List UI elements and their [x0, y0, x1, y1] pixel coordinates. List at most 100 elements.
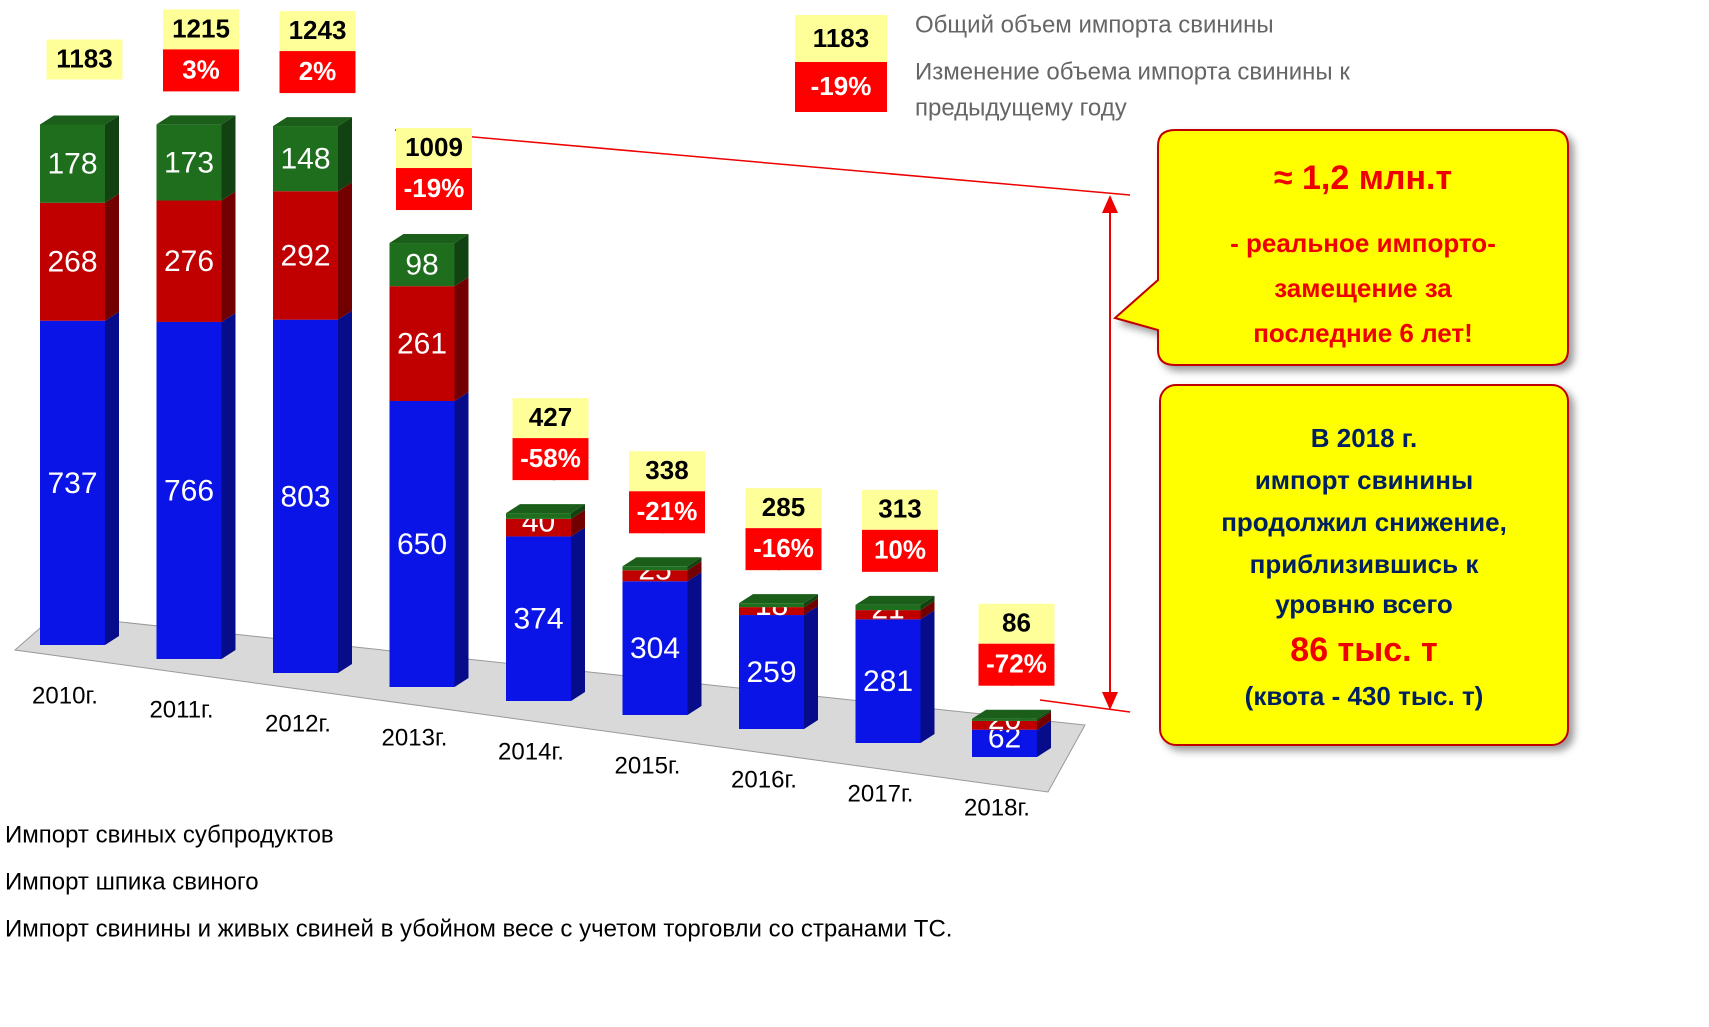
- bar-side: [221, 312, 236, 659]
- bar-top: [855, 595, 935, 605]
- bar-side: [687, 561, 702, 582]
- change-box: [512, 438, 589, 481]
- segment-label: 268: [47, 246, 97, 279]
- bar-top: [273, 117, 352, 127]
- segment-label: 766: [164, 474, 214, 507]
- segment-label: 276: [164, 245, 214, 278]
- bar-top: [739, 594, 818, 604]
- segment-label: 281: [863, 665, 913, 698]
- total-box: [978, 603, 1055, 644]
- bar-side: [571, 509, 585, 537]
- total-label: 285: [762, 492, 805, 522]
- bar-side: [221, 115, 236, 201]
- change-label: 3%: [182, 54, 220, 84]
- segment-label: 650: [397, 528, 447, 561]
- bar-top: [40, 115, 119, 125]
- bar-segment: [40, 202, 105, 321]
- change-label: -16%: [753, 533, 814, 563]
- bar-segment: [389, 401, 455, 687]
- callout-line: импорт свинины: [1255, 465, 1473, 495]
- change-box: [629, 491, 705, 534]
- bar-segment: [273, 126, 338, 192]
- callout-box: [1159, 384, 1569, 746]
- bar-side: [454, 277, 469, 401]
- change-box: [862, 529, 938, 572]
- x-tick-label: 2018г.: [964, 794, 1030, 821]
- change-label: -19%: [404, 173, 465, 203]
- bar-side: [571, 527, 585, 701]
- bar-top: [972, 709, 1051, 719]
- callout-line: уровню всего: [1275, 589, 1453, 619]
- bar-segment: [40, 320, 105, 645]
- total-label: 427: [529, 402, 572, 432]
- bar-side: [920, 610, 935, 743]
- bar-side: [804, 606, 818, 729]
- total-label: 1009: [405, 132, 463, 162]
- callout-line: - реальное импорто-: [1230, 228, 1496, 258]
- total-box: [745, 488, 822, 529]
- legend-text: Общий объем импорта свинины: [915, 11, 1274, 38]
- bar-side: [804, 594, 818, 608]
- segment-label: 737: [47, 467, 97, 500]
- legend-total-box: [795, 15, 887, 62]
- bar-side: [338, 182, 352, 320]
- segment-label: 292: [280, 239, 330, 272]
- x-tick-label: 2014г.: [498, 738, 564, 765]
- bar-side: [1037, 720, 1051, 757]
- callout-line: В 2018 г.: [1311, 423, 1418, 453]
- change-box: [745, 528, 822, 571]
- legend-total: 1183: [813, 23, 869, 53]
- legend-entry: Импорт свиных субпродуктов: [5, 821, 334, 848]
- change-label: 2%: [299, 56, 337, 86]
- bar-side: [804, 598, 818, 616]
- bar-top: [156, 115, 236, 125]
- x-tick-label: 2017г.: [848, 780, 914, 807]
- change-label: -58%: [520, 443, 581, 473]
- bar-segment: [40, 124, 105, 203]
- segment-label: 178: [47, 148, 97, 181]
- change-label: 10%: [874, 535, 926, 565]
- guide-line: [1039, 699, 1131, 713]
- callout-box: [1112, 129, 1569, 366]
- total-label: 86: [1002, 608, 1031, 638]
- total-label: 338: [645, 455, 688, 485]
- arrow-head: [1102, 692, 1118, 710]
- x-tick-label: 2015г.: [615, 752, 681, 779]
- bar-side: [687, 572, 702, 715]
- bar-segment: [506, 518, 571, 537]
- bar-side: [105, 115, 119, 203]
- legend-entry: Импорт шпика свиного: [5, 868, 259, 895]
- bar-segment: [506, 513, 571, 519]
- bar-segment: [855, 610, 921, 620]
- callout-line: продолжил снижение,: [1221, 507, 1507, 537]
- x-tick-label: 2010г.: [32, 682, 98, 709]
- x-tick-label: 2016г.: [731, 766, 797, 793]
- bar-segment: [156, 200, 222, 322]
- segment-label: 173: [164, 146, 214, 179]
- change-box: [396, 168, 472, 211]
- bar-side: [571, 504, 585, 519]
- total-box: [46, 39, 123, 80]
- segment-label: 304: [630, 632, 680, 665]
- bar-segment: [622, 581, 688, 715]
- x-tick-label: 2013г.: [382, 724, 448, 751]
- segment-label: 374: [513, 603, 563, 636]
- legend-text: Изменение объема импорта свинины к: [915, 58, 1350, 85]
- callout-2: В 2018 г. импорт свинины продолжил сниже…: [1159, 384, 1569, 746]
- bar-side: [454, 392, 469, 687]
- segment-label: 98: [405, 249, 438, 282]
- bar-segment: [739, 603, 804, 608]
- change-box: [163, 49, 239, 92]
- bar-segment: [156, 321, 222, 659]
- bar-side: [338, 310, 352, 673]
- bar-segment: [389, 243, 455, 287]
- segment-label: 803: [280, 480, 330, 513]
- bar-segment: [855, 604, 921, 611]
- callout-highlight: 86 тыс. т: [1290, 631, 1437, 669]
- bar-side: [920, 595, 935, 611]
- bar-segment: [739, 607, 804, 616]
- bar-top: [506, 504, 585, 514]
- callout-line: последние 6 лет!: [1253, 318, 1473, 348]
- callout-headline: ≈ 1,2 млн.т: [1274, 159, 1452, 197]
